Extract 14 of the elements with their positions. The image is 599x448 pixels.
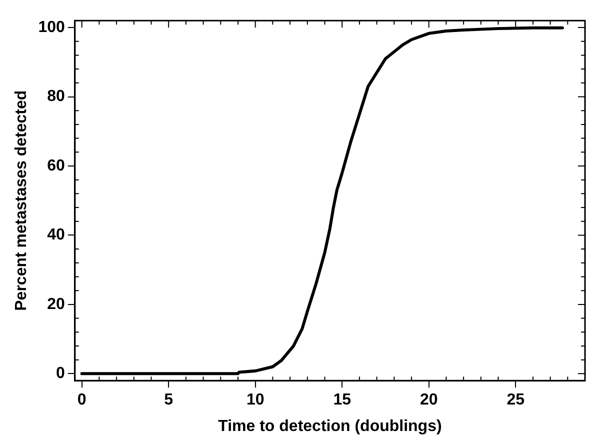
x-tick-label: 15 [333,392,352,409]
y-tick-label: 20 [47,296,65,313]
y-tick-label: 0 [56,365,65,382]
y-tick-label: 40 [47,226,65,244]
y-axis-title: Percent metastases detected [13,90,30,311]
y-tick-label: 100 [38,18,65,36]
y-tick-label: 60 [47,157,65,174]
x-tick-label: 0 [77,392,86,409]
x-tick-label: 20 [420,392,438,409]
x-tick-label: 10 [246,392,264,409]
y-tick-label: 80 [47,88,65,106]
x-axis-title: Time to detection (doublings) [218,418,442,435]
x-tick-label: 25 [506,392,525,409]
x-tick-label: 5 [164,392,174,409]
